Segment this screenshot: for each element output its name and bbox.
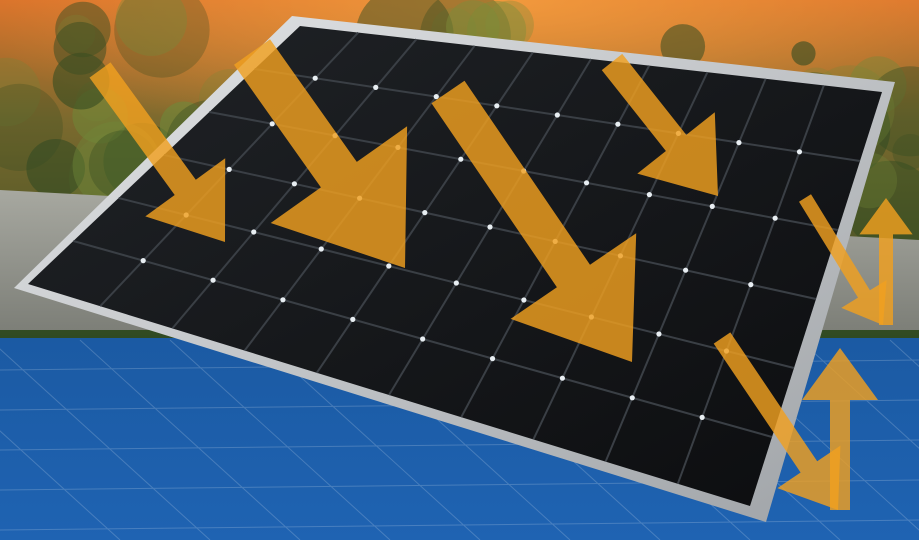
foliage-blob (660, 24, 706, 69)
panel-grid-node (487, 224, 493, 230)
panel-grid-node (453, 280, 459, 286)
panel-grid-node (615, 121, 621, 127)
panel-grid-node (422, 210, 428, 216)
panel-grid-node (251, 229, 257, 235)
incoming-light-arrow (601, 53, 718, 197)
panel-grid-node (521, 297, 527, 303)
panel-grid-node (489, 356, 496, 362)
panel-grid-node (350, 316, 356, 322)
panel-grid-node (772, 215, 778, 221)
panel-grid-node (683, 267, 689, 273)
panel-grid-node (736, 140, 742, 146)
panel-grid-node (280, 297, 286, 303)
incoming-light-arrow (234, 39, 408, 268)
foliage-blob (0, 57, 41, 127)
light-arrows (89, 39, 913, 510)
incoming-light-arrow (431, 80, 637, 362)
foliage-blob (892, 133, 919, 170)
panel-grid-node (554, 112, 560, 118)
reflected-light-out-arrow (859, 198, 913, 325)
panel-grid-node (748, 282, 754, 288)
foliage-blob (115, 0, 187, 56)
panel-grid-node (226, 166, 232, 172)
reflected-light-in-arrow (713, 332, 841, 510)
reflected-light-out-arrow (802, 348, 878, 510)
incoming-light-arrow (89, 62, 226, 243)
blue-pattern-line (0, 348, 211, 540)
panel-grid-node (318, 246, 324, 252)
panel-grid-node (709, 203, 715, 209)
panel-grid-node (646, 192, 653, 198)
foliage-blob (485, 0, 534, 50)
blue-pattern-line (79, 339, 301, 540)
blue-pattern-line (0, 430, 121, 540)
panel-grid-node (583, 180, 590, 186)
panel-grid-node (140, 258, 146, 264)
panel-grid-node (386, 263, 392, 269)
foliage-blob (57, 14, 96, 53)
panel-grid-node (269, 121, 275, 127)
panel-grid-node (312, 75, 318, 81)
panel-grid-node (656, 331, 662, 337)
foliage-blob (114, 0, 210, 78)
blue-pattern-line (169, 339, 391, 540)
panel-grid-node (433, 94, 439, 100)
panel-grid-node (373, 84, 379, 90)
foliage-blob (55, 1, 111, 58)
reflected-light-in-arrow (799, 194, 887, 325)
foliage-blob (791, 41, 816, 66)
panel-grid-node (420, 336, 426, 342)
panel-grid-node (559, 375, 566, 381)
panel-grid-node (629, 395, 635, 401)
panel-grid-node (458, 156, 464, 162)
foliage-blob (52, 52, 110, 110)
panel-grid-node (494, 103, 500, 109)
panel-grid-node (291, 181, 297, 187)
panel-grid-node (210, 277, 216, 283)
foliage-blob (26, 139, 85, 198)
panel-grid-node (699, 414, 705, 420)
panel-grid-node (796, 149, 803, 155)
